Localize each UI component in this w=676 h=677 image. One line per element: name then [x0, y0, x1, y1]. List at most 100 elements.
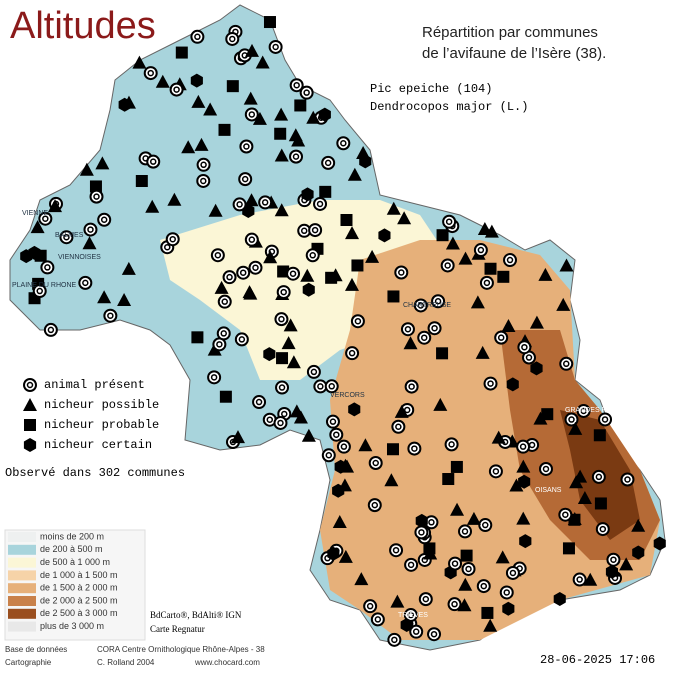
symbol-possible: [337, 478, 352, 492]
symbol-present: [243, 143, 250, 150]
symbol-present: [26, 381, 34, 389]
symbol-present: [241, 175, 249, 183]
symbol-possible: [255, 55, 270, 69]
symbol-present: [427, 321, 442, 336]
symbol-present: [147, 69, 154, 77]
symbol-present: [354, 317, 362, 325]
symbol-probable: [263, 16, 276, 29]
symbol-probable: [191, 331, 204, 344]
symbol-possible: [450, 502, 465, 516]
symbol-possible: [403, 336, 418, 350]
place-name: TRIEVES: [398, 612, 428, 619]
symbol-possible: [619, 557, 634, 571]
symbol-present: [370, 612, 385, 627]
altitude-swatch: [8, 557, 36, 568]
symbol-present: [483, 376, 498, 391]
symbol-present: [244, 107, 259, 122]
symbol-possible: [466, 511, 481, 525]
symbol-present: [313, 196, 328, 211]
symbol-present: [477, 246, 485, 254]
symbol-present: [286, 266, 301, 281]
symbol-present: [280, 288, 287, 296]
symbol-present: [595, 522, 610, 537]
symbol-possible: [274, 148, 289, 162]
symbol-present: [236, 265, 251, 280]
symbol-legend: animal présent nicheur possible nicheur pr…: [23, 378, 159, 452]
symbol-present: [624, 476, 631, 483]
symbol-probable: [484, 262, 497, 275]
symbol-present: [431, 324, 438, 332]
symbol-present: [610, 556, 617, 563]
subtitle: Répartition par communes: [422, 24, 598, 41]
symbol-present: [497, 334, 505, 341]
symbol-present: [403, 406, 411, 414]
place-name: VERCORS: [330, 392, 365, 399]
credit: www.chocard.com: [194, 658, 260, 667]
symbol-probable: [594, 497, 607, 510]
symbol-present: [420, 334, 428, 341]
symbol-present: [196, 157, 211, 172]
symbol-present: [428, 519, 435, 526]
symbol-possible: [244, 193, 259, 207]
symbol-present: [289, 149, 304, 164]
symbol-legend-label: nicheur possible: [44, 398, 159, 412]
symbol-present: [404, 557, 419, 572]
symbol-possible: [495, 550, 510, 564]
symbol-possible: [289, 404, 304, 418]
symbol-present: [93, 193, 100, 200]
symbol-present: [321, 155, 336, 170]
symbol-present: [389, 543, 404, 558]
symbol-present: [216, 326, 231, 341]
symbol-present: [32, 284, 47, 299]
symbol-possible: [181, 140, 196, 154]
symbol-present: [461, 528, 469, 535]
symbol-certain: [605, 564, 618, 579]
symbol-present: [601, 416, 609, 423]
symbol-present: [562, 511, 569, 518]
symbol-certain: [318, 107, 331, 122]
symbol-certain: [553, 592, 566, 606]
symbol-present: [418, 592, 433, 607]
symbol-present: [220, 330, 227, 337]
place-name: OISANS: [535, 487, 562, 494]
symbol-present: [413, 298, 428, 313]
symbol-possible: [252, 111, 267, 125]
symbol-present: [210, 374, 218, 381]
altitude-swatch: [8, 621, 36, 632]
symbol-present: [348, 349, 356, 357]
symbol-present: [23, 378, 37, 392]
symbol-present: [149, 158, 157, 165]
symbol-probable: [436, 347, 449, 360]
species-name: Pic epeiche (104): [370, 82, 492, 96]
symbol-present: [542, 465, 550, 473]
symbol-possible: [167, 192, 182, 206]
symbol-present: [268, 39, 283, 54]
symbol-present: [599, 525, 607, 533]
symbol-present: [47, 326, 55, 334]
symbol-present: [238, 336, 246, 343]
altitude-label: de 2 500 à 3 000 m: [40, 608, 118, 618]
symbol-present: [292, 153, 300, 160]
symbol-present: [306, 364, 321, 379]
symbol-present: [196, 173, 211, 188]
symbol-present: [340, 443, 348, 450]
symbol-present: [444, 437, 459, 452]
symbol-present: [289, 270, 297, 277]
symbol-possible: [306, 110, 321, 124]
symbol-present: [226, 273, 233, 281]
symbol-present: [521, 343, 528, 351]
symbol-present: [252, 395, 267, 410]
symbol-present: [564, 412, 579, 427]
place-name: VIENNOISES: [58, 254, 101, 261]
symbol-present: [506, 256, 514, 264]
symbol-present: [448, 556, 463, 571]
symbol-present: [252, 264, 259, 271]
symbol-probable: [386, 443, 399, 456]
symbol-present: [422, 595, 430, 603]
symbol-possible: [384, 473, 399, 487]
symbol-possible: [274, 203, 289, 217]
symbol-present: [38, 211, 53, 226]
place-name: PLAINE DU RHONE: [12, 282, 77, 289]
symbol-present: [427, 627, 442, 642]
symbol-probable: [319, 185, 332, 198]
